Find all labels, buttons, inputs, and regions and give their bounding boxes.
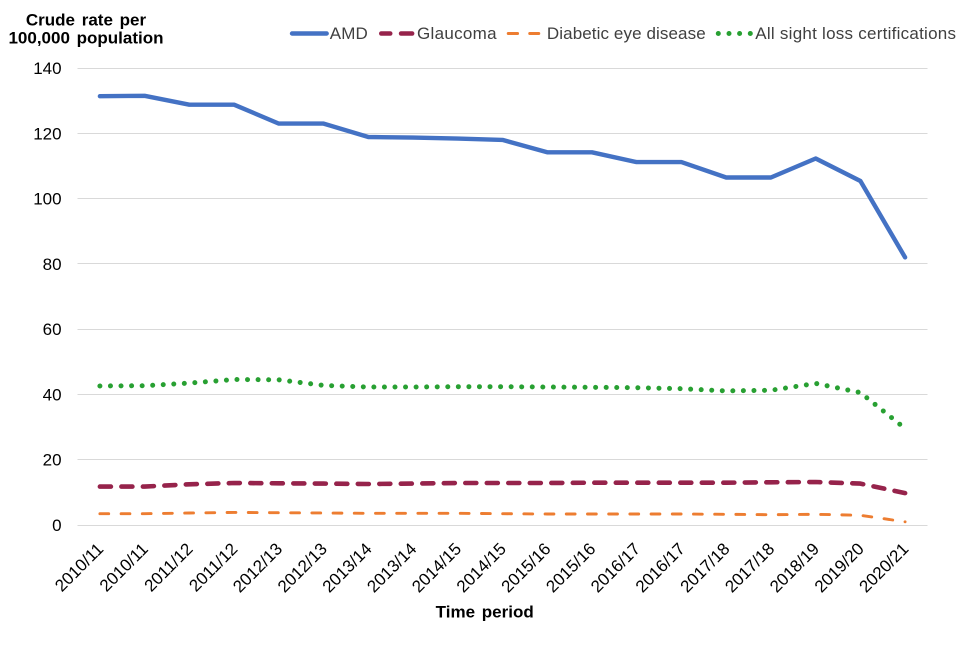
- svg-text:100,000 population: 100,000 population: [8, 29, 163, 48]
- svg-text:100: 100: [33, 190, 61, 209]
- svg-text:140: 140: [33, 59, 61, 78]
- svg-text:80: 80: [43, 255, 62, 274]
- svg-text:20: 20: [43, 451, 62, 470]
- svg-text:Glaucoma: Glaucoma: [417, 24, 497, 43]
- svg-text:60: 60: [43, 320, 62, 339]
- svg-text:Crude rate per: Crude rate per: [26, 10, 147, 29]
- svg-text:0: 0: [52, 516, 61, 535]
- svg-text:Time period: Time period: [436, 603, 534, 622]
- svg-text:120: 120: [33, 124, 61, 143]
- svg-text:40: 40: [43, 385, 62, 404]
- svg-text:All sight loss certifications: All sight loss certifications: [755, 24, 956, 43]
- svg-text:AMD: AMD: [330, 24, 368, 43]
- svg-text:Diabetic eye disease: Diabetic eye disease: [547, 24, 706, 43]
